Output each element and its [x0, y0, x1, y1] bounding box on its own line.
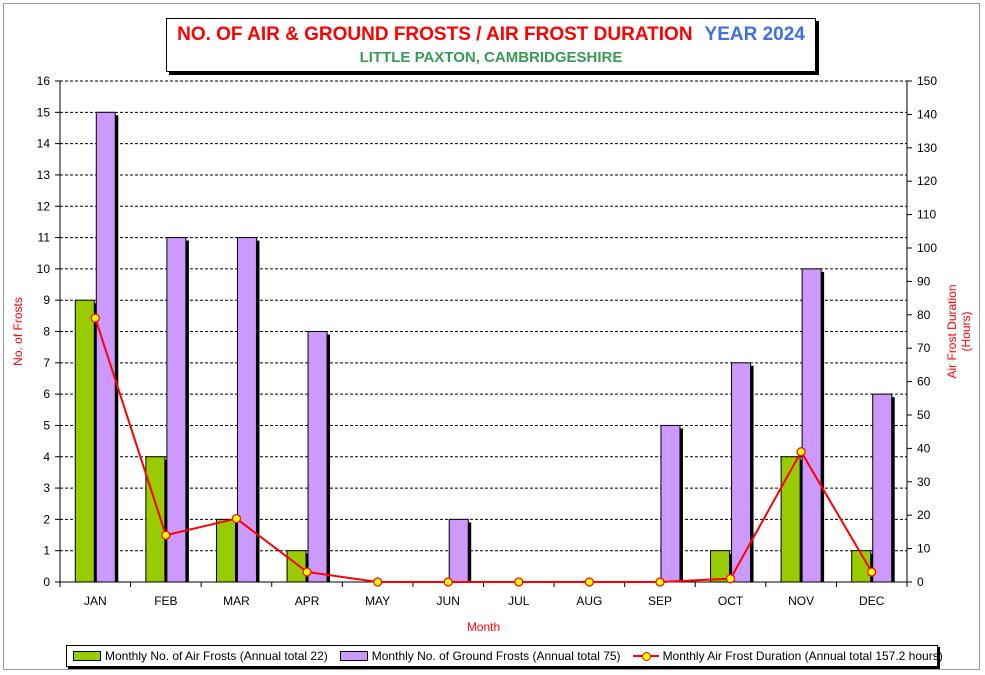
duration-point — [655, 577, 665, 587]
x-tick-label: JUL — [508, 594, 530, 608]
y-tick-label: 12 — [37, 199, 51, 213]
duration-point — [443, 577, 453, 587]
y2-tick-label: 120 — [917, 174, 937, 188]
bar-ground-frost — [448, 518, 469, 583]
x-tick-label: DEC — [859, 594, 885, 608]
chart-title-line: NO. OF AIR & GROUND FROSTS / AIR FROST D… — [167, 24, 815, 46]
y2-tick-label: 60 — [917, 375, 931, 389]
duration-point — [725, 574, 736, 584]
chart-subtitle: LITTLE PAXTON, CAMBRIDGESHIRE — [359, 49, 623, 66]
duration-point — [584, 577, 594, 587]
duration-point — [90, 313, 100, 323]
y2-tick-label: 20 — [917, 508, 931, 522]
y2-tick-label: 30 — [917, 475, 931, 489]
y2-tick-label: 150 — [917, 74, 937, 88]
x-tick-label: FEB — [154, 594, 177, 608]
legend-swatch-air — [73, 651, 101, 661]
y-tick-label: 1 — [43, 544, 50, 558]
x-tick-label: JAN — [84, 594, 107, 608]
y2-tick-label: 50 — [917, 408, 931, 422]
x-tick-label: SEP — [648, 594, 672, 608]
y2-tick-label: 130 — [917, 141, 937, 155]
y2-tick-label: 80 — [917, 308, 931, 322]
axis-labels: 0123456789101112131415160102030405060708… — [11, 74, 973, 634]
y-tick-label: 6 — [43, 387, 50, 401]
y2-tick-label: 40 — [917, 441, 931, 455]
duration-point — [867, 567, 877, 577]
y2-axis-title: (Hours) — [959, 311, 973, 351]
y-tick-label: 0 — [43, 575, 50, 589]
y-tick-label: 15 — [37, 105, 51, 119]
y-tick-label: 8 — [43, 325, 50, 339]
x-tick-label: MAY — [365, 594, 390, 608]
legend-swatch-duration — [632, 651, 659, 661]
legend-swatch-ground — [339, 651, 368, 661]
chart-title-box: NO. OF AIR & GROUND FROSTS / AIR FROST D… — [166, 18, 816, 72]
y2-tick-label: 100 — [917, 241, 937, 255]
chart-year: YEAR 2024 — [704, 24, 805, 45]
x-tick-label: JUN — [437, 594, 460, 608]
y-tick-label: 2 — [43, 512, 50, 526]
chart-title: NO. OF AIR & GROUND FROSTS / AIR FROST D… — [177, 24, 693, 45]
x-tick-label: AUG — [576, 594, 602, 608]
legend-item-ground-frosts: Monthly No. of Ground Frosts (Annual tot… — [339, 649, 621, 663]
x-axis-title: Month — [467, 620, 500, 634]
y2-tick-label: 0 — [917, 575, 924, 589]
y-tick-label: 10 — [37, 262, 51, 276]
y-axis-title: No. of Frosts — [11, 297, 25, 366]
bar-air-frost — [215, 518, 236, 583]
duration-point — [302, 567, 312, 577]
y2-tick-label: 110 — [917, 208, 936, 222]
y-tick-label: 11 — [38, 231, 51, 245]
y2-tick-label: 140 — [917, 107, 937, 121]
bars — [74, 111, 895, 583]
y-tick-label: 9 — [43, 293, 50, 307]
bar-ground-frost — [872, 393, 893, 583]
duration-point — [373, 577, 383, 587]
gridlines — [60, 80, 907, 552]
y-tick-label: 3 — [43, 481, 50, 495]
duration-point — [514, 577, 524, 587]
y-tick-label: 5 — [43, 418, 50, 432]
y-tick-label: 14 — [37, 137, 51, 151]
y2-axis-title: Air Frost Duration — [945, 284, 959, 378]
x-tick-label: NOV — [788, 594, 814, 608]
bar-air-frost — [780, 456, 801, 583]
y-tick-label: 16 — [37, 74, 51, 88]
y2-tick-label: 10 — [917, 542, 931, 556]
legend: Monthly No. of Air Frosts (Annual total … — [66, 645, 943, 667]
legend-label-ground: Monthly No. of Ground Frosts (Annual tot… — [371, 649, 621, 663]
duration-line — [94, 317, 873, 583]
y2-tick-label: 90 — [917, 274, 931, 288]
legend-label-duration: Monthly Air Frost Duration (Annual total… — [662, 649, 943, 663]
bar-ground-frost — [660, 424, 681, 583]
duration-line-series — [90, 313, 877, 587]
bar-ground-frost — [801, 268, 822, 583]
y-tick-label: 4 — [43, 450, 50, 464]
legend-label-air: Monthly No. of Air Frosts (Annual total … — [105, 649, 328, 663]
bar-air-frost — [286, 550, 307, 583]
bar-air-frost — [74, 299, 95, 583]
legend-item-duration: Monthly Air Frost Duration (Annual total… — [632, 649, 943, 663]
bar-ground-frost — [307, 331, 328, 583]
x-tick-label: MAR — [223, 594, 250, 608]
bar-air-frost — [145, 456, 166, 583]
y-tick-label: 13 — [37, 168, 51, 182]
x-tick-label: OCT — [718, 594, 744, 608]
duration-point — [796, 447, 806, 457]
x-tick-label: APR — [295, 594, 320, 608]
y-tick-label: 7 — [43, 356, 50, 370]
duration-point — [231, 513, 242, 524]
bar-ground-frost — [95, 111, 116, 583]
legend-item-air-frosts: Monthly No. of Air Frosts (Annual total … — [73, 649, 328, 663]
y2-tick-label: 70 — [917, 341, 931, 355]
duration-point — [161, 530, 171, 540]
